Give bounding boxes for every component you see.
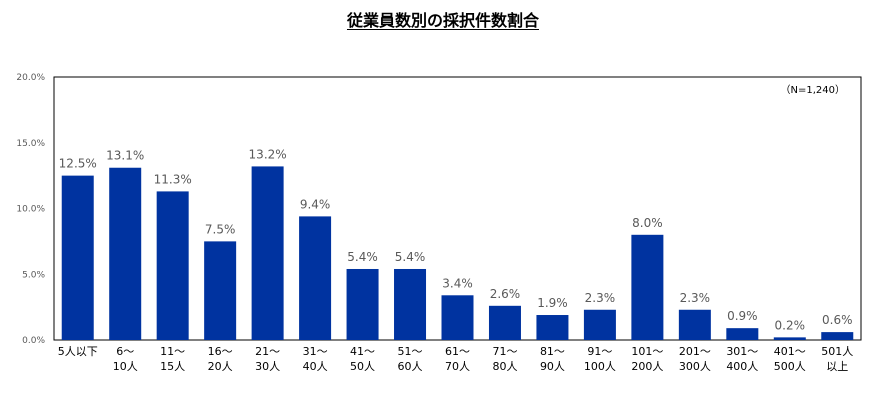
data-label: 13.2% <box>249 147 287 161</box>
category-label: 20人 <box>208 360 233 373</box>
data-label: 9.4% <box>300 197 331 211</box>
category-label: 100人 <box>584 360 616 373</box>
category-label: 400人 <box>726 360 758 373</box>
category-label: 41～ <box>350 345 375 358</box>
bar <box>821 332 854 340</box>
bar <box>251 166 284 340</box>
data-label: 0.6% <box>822 313 853 327</box>
category-label: 90人 <box>540 360 565 373</box>
category-label: 30人 <box>255 360 280 373</box>
category-label: 60人 <box>398 360 423 373</box>
data-label: 0.9% <box>727 309 758 323</box>
bar <box>488 305 521 340</box>
category-label: 71～ <box>492 345 517 358</box>
category-label: 6～ <box>116 345 134 358</box>
category-label: 5人以下 <box>58 345 98 358</box>
bar <box>726 328 759 340</box>
category-label: 501人 <box>821 345 853 358</box>
bar <box>678 309 711 340</box>
data-label: 11.3% <box>154 172 192 186</box>
data-label: 1.9% <box>537 296 568 310</box>
bar <box>61 175 94 340</box>
category-label: 21～ <box>255 345 280 358</box>
bar <box>109 167 142 340</box>
y-tick-label: 10.0% <box>16 205 45 215</box>
data-label: 12.5% <box>59 157 97 171</box>
category-label: 200人 <box>631 360 663 373</box>
bar <box>394 268 427 340</box>
category-label: 401～ <box>774 345 806 358</box>
category-label: 40人 <box>303 360 328 373</box>
category-label: 以上 <box>826 360 848 373</box>
data-label: 2.3% <box>680 291 711 305</box>
category-label: 11～ <box>160 345 185 358</box>
bar <box>583 309 616 340</box>
category-label: 91～ <box>587 345 612 358</box>
bar <box>346 268 379 340</box>
category-label: 10人 <box>113 360 138 373</box>
data-label: 0.2% <box>775 318 806 332</box>
data-label: 7.5% <box>205 222 236 236</box>
data-label: 8.0% <box>632 216 663 230</box>
category-label: 81～ <box>540 345 565 358</box>
category-label: 51～ <box>398 345 423 358</box>
category-label: 300人 <box>679 360 711 373</box>
chart-title: 従業員数別の採択件数割合 <box>346 11 539 30</box>
bar <box>299 216 332 340</box>
bar <box>773 337 806 340</box>
category-label: 500人 <box>774 360 806 373</box>
y-tick-label: 5.0% <box>22 270 45 280</box>
data-label: 13.1% <box>106 149 144 163</box>
category-label: 80人 <box>492 360 517 373</box>
sample-size-note: （N=1,240） <box>781 84 846 96</box>
bar <box>631 234 664 340</box>
data-label: 2.3% <box>585 291 616 305</box>
category-label: 101～ <box>631 345 663 358</box>
category-label: 15人 <box>160 360 185 373</box>
y-tick-label: 20.0% <box>16 73 45 83</box>
y-tick-label: 15.0% <box>16 139 45 149</box>
bar <box>536 315 569 340</box>
bar <box>204 241 237 340</box>
category-label: 301～ <box>726 345 758 358</box>
data-label: 5.4% <box>395 250 426 264</box>
data-label: 5.4% <box>347 250 378 264</box>
category-label: 16～ <box>208 345 233 358</box>
category-label: 70人 <box>445 360 470 373</box>
bar <box>156 191 189 340</box>
data-label: 3.4% <box>442 276 473 290</box>
data-label: 2.6% <box>490 287 521 301</box>
category-label: 31～ <box>303 345 328 358</box>
y-tick-label: 0.0% <box>22 336 45 346</box>
bar <box>441 295 474 340</box>
category-label: 50人 <box>350 360 375 373</box>
category-label: 201～ <box>679 345 711 358</box>
category-label: 61～ <box>445 345 470 358</box>
